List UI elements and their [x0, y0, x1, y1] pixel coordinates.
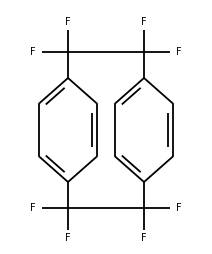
Text: F: F: [141, 17, 147, 27]
Text: F: F: [30, 47, 36, 57]
Text: F: F: [65, 17, 71, 27]
Text: F: F: [141, 233, 147, 243]
Text: F: F: [176, 47, 182, 57]
Text: F: F: [176, 203, 182, 213]
Text: F: F: [65, 233, 71, 243]
Text: F: F: [30, 203, 36, 213]
